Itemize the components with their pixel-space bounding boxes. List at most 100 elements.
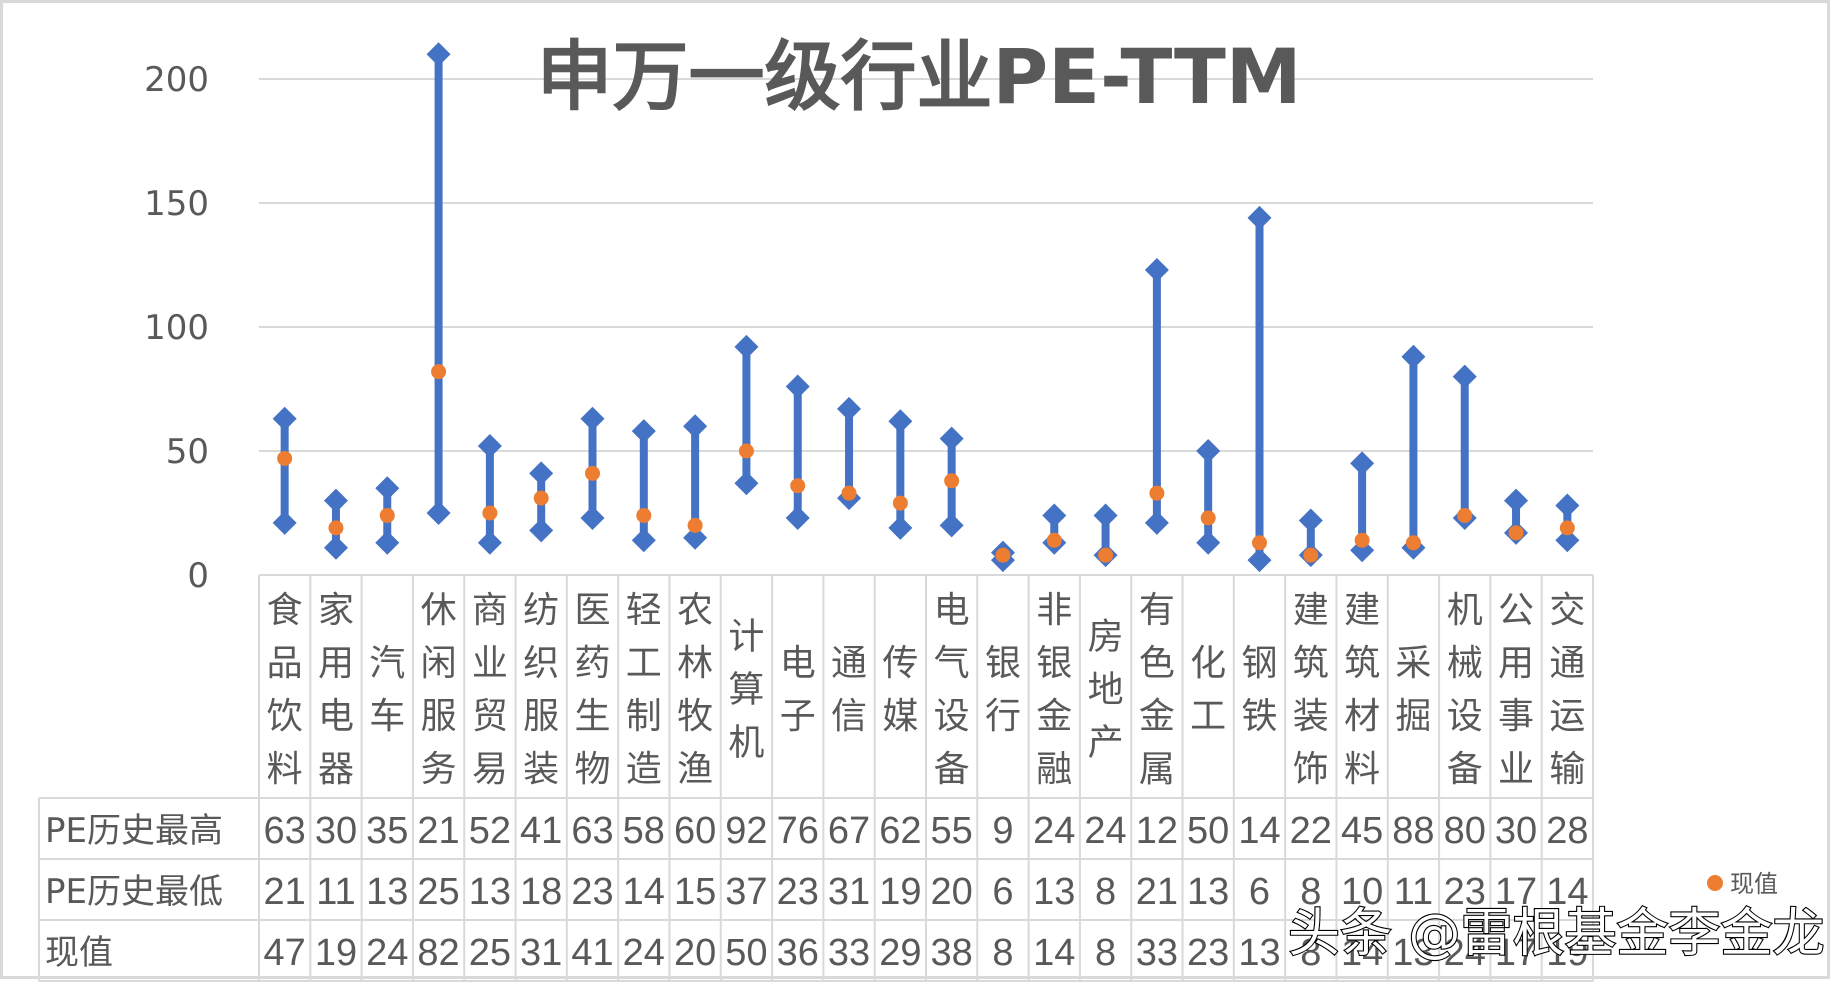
table-cell: 8 xyxy=(1300,871,1321,913)
category-label: 传媒 xyxy=(882,643,918,737)
table-cell: 23 xyxy=(1187,932,1229,974)
high-diamond-icon xyxy=(375,476,400,501)
table-cell: 30 xyxy=(315,810,357,852)
table-cell: 24 xyxy=(623,932,665,974)
category-label: 交通运输 xyxy=(1549,590,1585,790)
table-cell: 14 xyxy=(1033,932,1075,974)
range-item[interactable] xyxy=(1144,257,1169,535)
current-dot-icon xyxy=(379,507,395,523)
range-item[interactable] xyxy=(1196,439,1221,555)
low-diamond-icon xyxy=(1196,530,1221,555)
table-cell: 62 xyxy=(879,810,921,852)
range-item[interactable] xyxy=(1504,488,1529,545)
range-item[interactable] xyxy=(631,419,656,553)
current-dot-icon xyxy=(1149,485,1165,501)
table-cell: 13 xyxy=(1392,932,1434,974)
range-item[interactable] xyxy=(426,42,451,525)
plot-area xyxy=(272,42,1580,573)
category-label: 食品饮料 xyxy=(267,590,303,790)
range-item[interactable] xyxy=(1555,493,1580,553)
range-item[interactable] xyxy=(888,409,913,540)
y-tick-label: 200 xyxy=(144,60,209,100)
table-cell: 55 xyxy=(931,810,973,852)
current-dot-icon xyxy=(1559,520,1575,536)
high-diamond-icon xyxy=(323,488,348,513)
y-axis: 0 50 100 150 200 xyxy=(144,60,209,596)
table-cell: 8 xyxy=(1300,932,1321,974)
current-dot-icon xyxy=(1354,532,1370,548)
low-diamond-icon xyxy=(272,510,297,535)
range-item[interactable] xyxy=(990,540,1015,573)
table-cell: 38 xyxy=(931,932,973,974)
range-item[interactable] xyxy=(529,461,554,543)
current-dot-icon xyxy=(277,450,293,466)
range-item[interactable] xyxy=(1452,364,1477,530)
legend[interactable]: 现值 xyxy=(1707,870,1778,898)
high-diamond-icon xyxy=(888,409,913,434)
table-cell: 8 xyxy=(1095,932,1116,974)
range-item[interactable] xyxy=(477,434,502,555)
pe-range-chart: 0 50 100 150 200 食品饮料家用电器汽车休闲服务商业贸易纺织服装医药生物轻… xyxy=(38,32,1826,982)
range-item[interactable] xyxy=(323,488,348,560)
low-diamond-icon xyxy=(888,515,913,540)
range-item[interactable] xyxy=(1350,451,1375,563)
current-dot-icon xyxy=(1508,525,1524,541)
range-item[interactable] xyxy=(939,426,964,538)
range-item[interactable] xyxy=(683,414,708,550)
range-item[interactable] xyxy=(272,406,297,535)
range-item[interactable] xyxy=(1042,503,1067,555)
range-item[interactable] xyxy=(580,406,605,530)
category-label: 非银金融 xyxy=(1036,590,1072,790)
table-cell: 15 xyxy=(674,871,716,913)
high-diamond-icon xyxy=(1504,488,1529,513)
high-diamond-icon xyxy=(1298,508,1323,533)
current-dot-icon xyxy=(995,547,1011,563)
category-label: 计算机 xyxy=(728,616,764,763)
table-cell: 23 xyxy=(777,871,819,913)
high-diamond-icon xyxy=(1093,503,1118,528)
range-item[interactable] xyxy=(1247,205,1272,573)
high-diamond-icon xyxy=(939,426,964,451)
table-cell: 50 xyxy=(725,932,767,974)
category-label: 休闲服务 xyxy=(421,590,457,790)
category-label: 家用电器 xyxy=(318,590,354,790)
range-item[interactable] xyxy=(1401,344,1426,560)
low-diamond-icon xyxy=(785,505,810,530)
table-cell: 21 xyxy=(417,810,459,852)
table-cell: 82 xyxy=(417,932,459,974)
table-cell: 88 xyxy=(1392,810,1434,852)
category-label: 采掘 xyxy=(1395,643,1431,737)
range-item[interactable] xyxy=(785,374,810,530)
current-dot-icon xyxy=(431,364,447,380)
high-diamond-icon xyxy=(1401,344,1426,369)
high-diamond-icon xyxy=(1452,364,1477,389)
table-cell: 25 xyxy=(469,932,511,974)
data-table: 食品饮料家用电器汽车休闲服务商业贸易纺织服装医药生物轻工制造农林牧渔计算机电子通… xyxy=(38,574,1594,982)
high-diamond-icon xyxy=(1042,503,1067,528)
range-item[interactable] xyxy=(837,396,862,511)
table-cell: 13 xyxy=(469,871,511,913)
table-cell: 13 xyxy=(1033,871,1075,913)
range-item[interactable] xyxy=(375,476,400,555)
current-dot-icon xyxy=(1405,535,1421,551)
range-item[interactable] xyxy=(734,334,759,496)
table-cell: 24 xyxy=(1444,932,1486,974)
table-cell: 30 xyxy=(1495,810,1537,852)
range-item[interactable] xyxy=(1093,503,1118,568)
table-cell: 20 xyxy=(674,932,716,974)
high-diamond-icon xyxy=(1350,451,1375,476)
table-cell: 76 xyxy=(777,810,819,852)
low-diamond-icon xyxy=(529,518,554,543)
table-cell: 24 xyxy=(366,932,408,974)
high-diamond-icon xyxy=(1196,439,1221,463)
range-item[interactable] xyxy=(1298,508,1323,568)
current-dot-icon xyxy=(1252,535,1267,551)
table-cell: 20 xyxy=(931,871,973,913)
y-tick-label: 0 xyxy=(187,556,209,596)
table-cell: 24 xyxy=(1033,810,1075,852)
current-dot-icon xyxy=(585,465,600,481)
table-cell: 13 xyxy=(1238,932,1280,974)
table-cell: 41 xyxy=(571,932,613,974)
current-dot-icon xyxy=(944,473,960,489)
current-dot-icon xyxy=(1303,547,1319,563)
